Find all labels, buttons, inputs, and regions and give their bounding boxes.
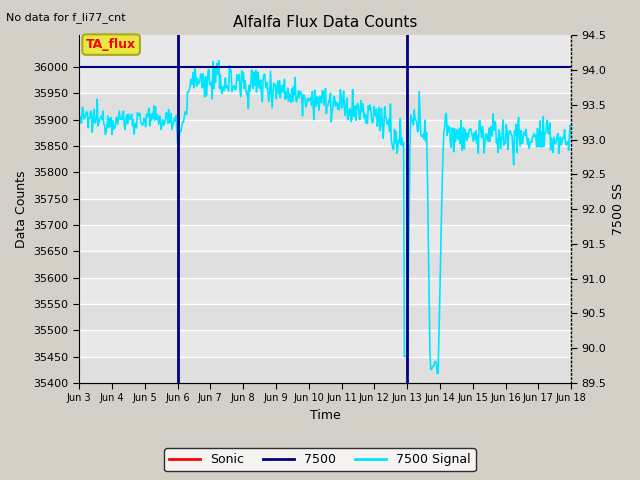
Bar [79, 146, 571, 172]
Bar [79, 357, 571, 383]
Text: TA_flux: TA_flux [86, 38, 136, 51]
Bar [79, 199, 571, 225]
Y-axis label: Data Counts: Data Counts [15, 170, 28, 248]
Text: No data for f_li77_cnt: No data for f_li77_cnt [6, 12, 126, 23]
X-axis label: Time: Time [310, 409, 340, 422]
Bar [79, 93, 571, 120]
Bar [79, 251, 571, 277]
Bar [79, 304, 571, 330]
Legend: Sonic, 7500, 7500 Signal: Sonic, 7500, 7500 Signal [164, 448, 476, 471]
Y-axis label: 7500 SS: 7500 SS [612, 183, 625, 235]
Title: Alfalfa Flux Data Counts: Alfalfa Flux Data Counts [233, 15, 417, 30]
